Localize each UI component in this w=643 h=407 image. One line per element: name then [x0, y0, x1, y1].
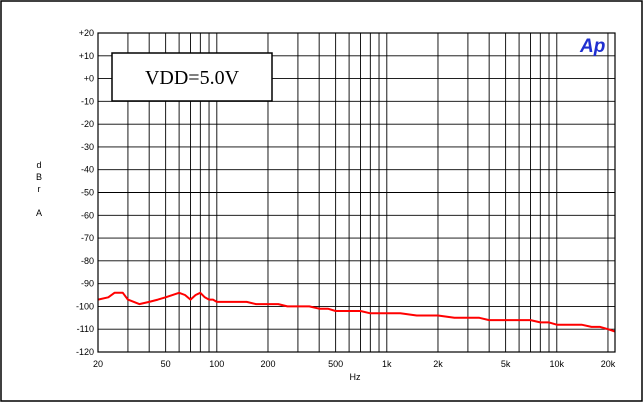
y-tick-label: -100 — [76, 301, 94, 311]
x-tick-label: 2k — [433, 359, 443, 369]
y-tick-label: -20 — [81, 119, 94, 129]
y-tick-label: -30 — [81, 142, 94, 152]
series-line — [97, 291, 616, 333]
y-tick-label: +0 — [84, 74, 94, 84]
y-tick-label: -70 — [81, 233, 94, 243]
y-tick-label: -90 — [81, 279, 94, 289]
y-tick-label: -110 — [77, 324, 94, 334]
annotation-text: VDD=5.0V — [145, 67, 240, 89]
y-tick-label: -120 — [76, 347, 94, 357]
plot-border — [97, 32, 616, 353]
y-tick-label: -60 — [81, 210, 94, 220]
y-tick-label: -40 — [81, 165, 94, 175]
x-tick-label: 5k — [501, 359, 511, 369]
y-tick-label: -10 — [81, 96, 94, 106]
x-tick-label: 20 — [93, 359, 103, 369]
annotation-box: VDD=5.0V — [111, 52, 273, 102]
x-axis-label: Hz — [350, 372, 361, 382]
ap-logo: Ap — [579, 36, 605, 57]
series-layer — [97, 291, 616, 333]
x-tick-label: 100 — [209, 359, 224, 369]
y-tick-label: -80 — [81, 256, 94, 266]
y-tick-label: +20 — [79, 28, 94, 38]
x-tick-label: 200 — [260, 359, 275, 369]
y-tick-label: +10 — [79, 51, 94, 61]
y-tick-label: -50 — [81, 188, 94, 198]
x-tick-label: 1k — [382, 359, 392, 369]
tick-labels: 20 50 100 200 500 1k 2k 5k 10k 20k +20 +10 +0 -10 -20 -… — [76, 28, 616, 369]
x-tick-label: 50 — [161, 359, 171, 369]
x-tick-label: 20k — [601, 359, 616, 369]
x-tick-label: 500 — [328, 359, 343, 369]
x-tick-label: 10k — [550, 359, 565, 369]
